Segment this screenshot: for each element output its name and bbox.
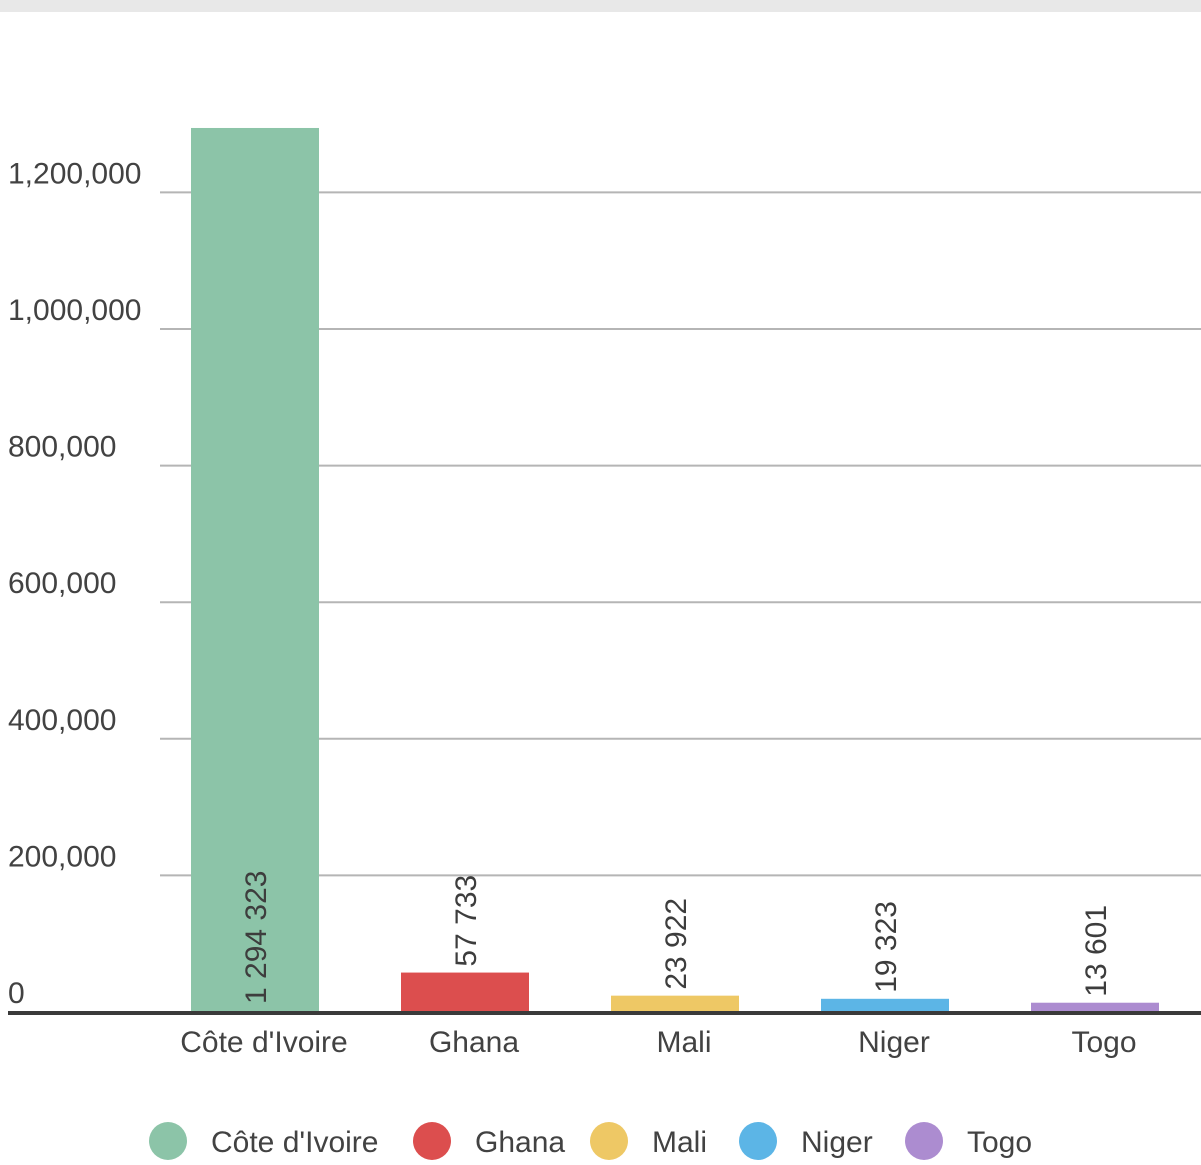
bar-value-label: 23 922: [660, 898, 693, 990]
legend-marker: [590, 1122, 628, 1160]
bar: [401, 972, 529, 1012]
x-tick-label: Niger: [858, 1026, 930, 1059]
legend-marker: [739, 1122, 777, 1160]
y-tick-label: 0: [8, 977, 25, 1010]
top-bar: [0, 0, 1201, 12]
y-tick-label: 1,200,000: [8, 157, 141, 190]
y-tick-label: 800,000: [8, 431, 116, 464]
y-tick-label: 200,000: [8, 840, 116, 873]
legend-marker: [149, 1122, 187, 1160]
y-tick-label: 1,000,000: [8, 294, 141, 327]
legend-marker: [413, 1122, 451, 1160]
bar-value-label: 57 733: [450, 875, 483, 967]
x-tick-label: Togo: [1071, 1026, 1136, 1059]
bar: [821, 998, 949, 1012]
legend-label: Côte d'Ivoire: [211, 1126, 378, 1159]
bar: [191, 127, 319, 1012]
legend-label: Togo: [967, 1126, 1032, 1159]
x-tick-label: Ghana: [429, 1026, 519, 1059]
x-tick-label: Côte d'Ivoire: [180, 1026, 347, 1059]
bar: [611, 995, 739, 1012]
legend-marker: [905, 1122, 943, 1160]
bar-value-label: 13 601: [1080, 905, 1113, 997]
legend-label: Ghana: [475, 1126, 565, 1159]
legend-label: Niger: [801, 1126, 873, 1159]
legend-label: Mali: [652, 1126, 707, 1159]
bar-value-label: 1 294 323: [240, 871, 273, 1004]
bar-value-label: 19 323: [870, 901, 903, 993]
y-tick-label: 600,000: [8, 567, 116, 600]
x-tick-label: Mali: [656, 1026, 711, 1059]
bar: [1031, 1002, 1159, 1012]
y-tick-label: 400,000: [8, 704, 116, 737]
